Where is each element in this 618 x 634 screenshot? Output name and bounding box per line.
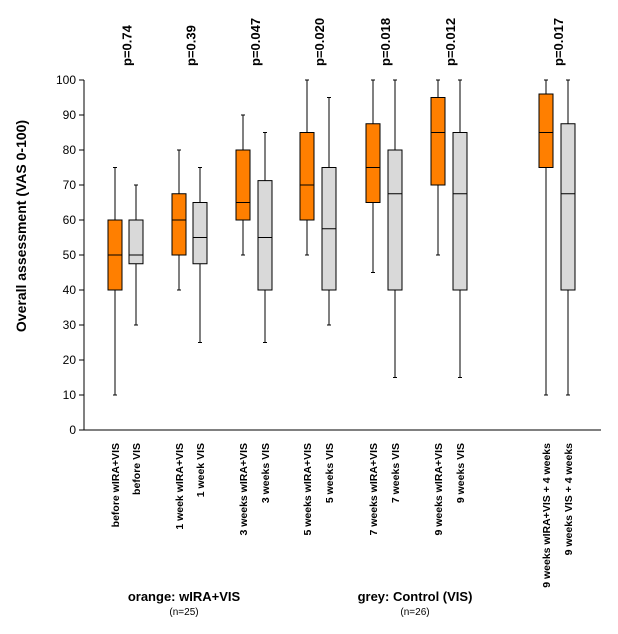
x-category-label: 1 week VIS — [195, 443, 207, 497]
p-value-label: p=0.017 — [551, 18, 566, 66]
p-value-label: p=0.012 — [443, 18, 458, 66]
x-category-label: 3 weeks VIS — [260, 443, 272, 503]
x-category-label: 3 weeks wIRA+VIS — [238, 443, 250, 536]
box-vis — [387, 149, 403, 291]
x-category-label: 5 weeks wIRA+VIS — [302, 443, 314, 536]
legend-grey: grey: Control (VIS) (n=26) — [335, 589, 495, 618]
y-tick-label: 0 — [69, 423, 76, 437]
x-category-label: 7 weeks VIS — [390, 443, 402, 503]
x-category-label: 9 weeks VIS + 4 weeks — [563, 443, 575, 556]
p-value-label: p=0.74 — [120, 24, 135, 66]
box-wira-vis — [235, 149, 251, 221]
y-axis-label: Overall assessment (VAS 0-100) — [13, 120, 29, 332]
axes: 0 10 20 30 40 50 60 70 80 90 100 — [56, 73, 601, 437]
y-tick-label: 100 — [56, 73, 76, 87]
legend-grey-text: grey: Control (VIS) — [357, 589, 473, 604]
x-category-label: before VIS — [131, 443, 143, 495]
box-vis — [192, 202, 208, 265]
box-wira-vis — [430, 97, 446, 186]
legend-orange-text: orange: wIRA+VIS — [127, 589, 241, 604]
box-vis — [128, 219, 144, 265]
labels: before wIRA+VIS before VIS p=0.74 1 week wI… — [110, 18, 575, 588]
y-tick-label: 10 — [63, 388, 77, 402]
y-tick-label: 30 — [63, 318, 77, 332]
legend-orange-n: (n=25) — [169, 607, 199, 618]
x-category-label: 1 week wIRA+VIS — [174, 443, 186, 530]
box-wira-vis — [365, 123, 381, 203]
box-vis — [560, 123, 576, 291]
x-category-label: 9 weeks wIRA+VIS — [433, 443, 445, 536]
boxes — [107, 79, 576, 396]
box-wira-vis — [538, 93, 554, 168]
box-wira-vis — [299, 132, 315, 221]
y-tick-label: 80 — [63, 143, 77, 157]
p-value-label: p=0.39 — [184, 25, 199, 66]
x-category-label: 9 weeks VIS — [455, 443, 467, 503]
box-vis — [452, 132, 468, 291]
y-tick-label: 60 — [63, 213, 77, 227]
x-category-label: before wIRA+VIS — [110, 443, 122, 527]
y-tick-label: 90 — [63, 108, 77, 122]
y-tick-label: 70 — [63, 178, 77, 192]
box-wira-vis — [171, 193, 187, 256]
y-tick-label: 40 — [63, 283, 77, 297]
y-tick-label: 50 — [63, 248, 77, 262]
y-tick-label: 20 — [63, 353, 77, 367]
legend-grey-n: (n=26) — [400, 607, 430, 618]
box-vis — [257, 180, 273, 291]
p-value-label: p=0.020 — [312, 18, 327, 66]
x-category-label: 9 weeks wIRA+VIS + 4 weeks — [541, 443, 553, 588]
legend-orange: orange: wIRA+VIS (n=25) — [110, 589, 258, 618]
x-category-label: 7 weeks wIRA+VIS — [368, 443, 380, 536]
p-value-label: p=0.047 — [248, 18, 263, 66]
x-category-label: 5 weeks VIS — [324, 443, 336, 503]
p-value-label: p=0.018 — [378, 18, 393, 66]
